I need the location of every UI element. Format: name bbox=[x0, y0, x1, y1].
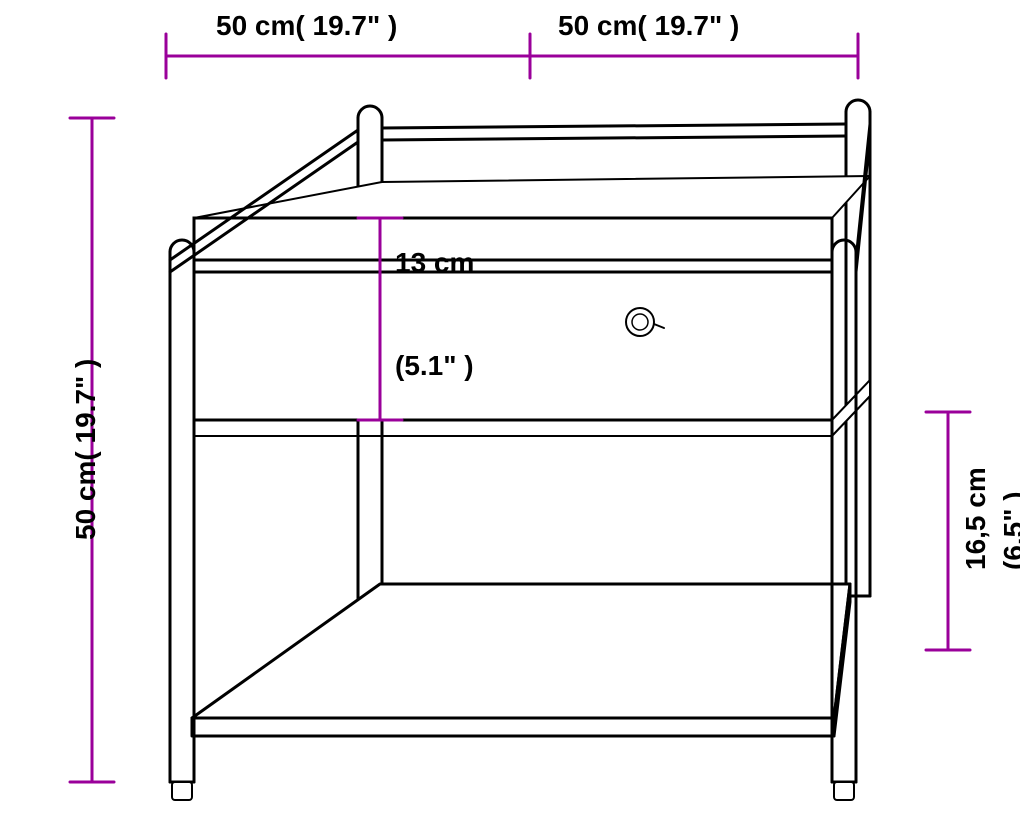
dim-top-width: 50 cm( 19.7" ) bbox=[216, 10, 397, 42]
dim-drawer-in: (5.1" ) bbox=[395, 350, 474, 382]
diagram-svg bbox=[0, 0, 1020, 836]
diagram-stage: 50 cm( 19.7" ) 50 cm( 19.7" ) 50 cm( 19.7"… bbox=[0, 0, 1020, 836]
dim-shelf-cm: 16,5 cm bbox=[960, 467, 992, 570]
dim-shelf-in: (6.5" ) bbox=[998, 491, 1020, 570]
dim-top-depth: 50 cm( 19.7" ) bbox=[558, 10, 739, 42]
dim-height: 50 cm( 19.7" ) bbox=[70, 359, 102, 540]
dim-drawer-cm: 13 cm bbox=[395, 247, 474, 279]
